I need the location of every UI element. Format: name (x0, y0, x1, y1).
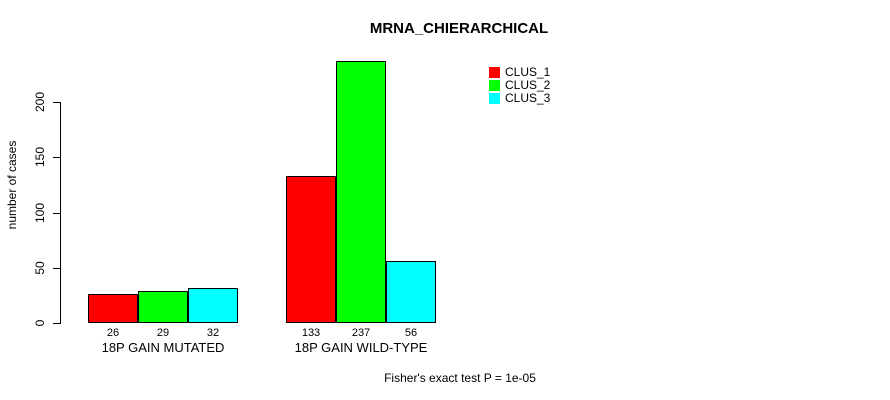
y-axis-tick-label: 0 (33, 319, 47, 327)
x-category-label: 18P GAIN WILD-TYPE (294, 340, 428, 355)
bar-clus_1-group-1 (88, 294, 138, 323)
legend-label: CLUS_3 (505, 91, 551, 105)
y-axis-tick (53, 157, 60, 158)
y-axis-line (60, 102, 61, 324)
y-axis-tick (53, 213, 60, 214)
x-category-label: 18P GAIN MUTATED (101, 340, 225, 355)
legend-swatch-cyan (489, 93, 500, 104)
bar-value-label: 26 (106, 327, 120, 339)
legend-label: CLUS_1 (505, 65, 551, 79)
bar-value-label: 32 (206, 327, 220, 339)
y-axis-tick-label: 150 (33, 146, 47, 168)
y-axis-tick (53, 323, 60, 324)
legend-swatch-green (489, 80, 500, 91)
y-axis-tick-label: 50 (33, 261, 47, 275)
bar-clus_1-group-2 (286, 176, 336, 323)
y-axis-tick-label: 100 (33, 202, 47, 224)
bar-value-label: 56 (404, 327, 418, 339)
legend-item-clus-2: CLUS_2 (489, 79, 550, 92)
legend-item-clus-3: CLUS_3 (489, 92, 550, 105)
chart-title: MRNA_CHIERARCHICAL (369, 20, 549, 37)
bar-clus_3-group-1 (188, 288, 238, 323)
bar-clus_3-group-2 (386, 261, 436, 323)
bar-clus_2-group-1 (138, 291, 188, 323)
y-axis-tick (53, 268, 60, 269)
bar-value-label: 133 (301, 327, 321, 339)
y-axis-tick-label: 200 (33, 91, 47, 113)
bar-value-label: 237 (351, 327, 371, 339)
bar-clus_2-group-2 (336, 61, 386, 323)
legend-label: CLUS_2 (505, 78, 551, 92)
footer-annotation: Fisher's exact test P = 1e-05 (384, 371, 536, 385)
legend: CLUS_1 CLUS_2 CLUS_3 (489, 66, 550, 105)
y-axis-tick (53, 102, 60, 103)
bar-value-label: 29 (156, 327, 170, 339)
legend-item-clus-1: CLUS_1 (489, 66, 550, 79)
y-axis-label: number of cases (5, 140, 19, 230)
legend-swatch-red (489, 67, 500, 78)
